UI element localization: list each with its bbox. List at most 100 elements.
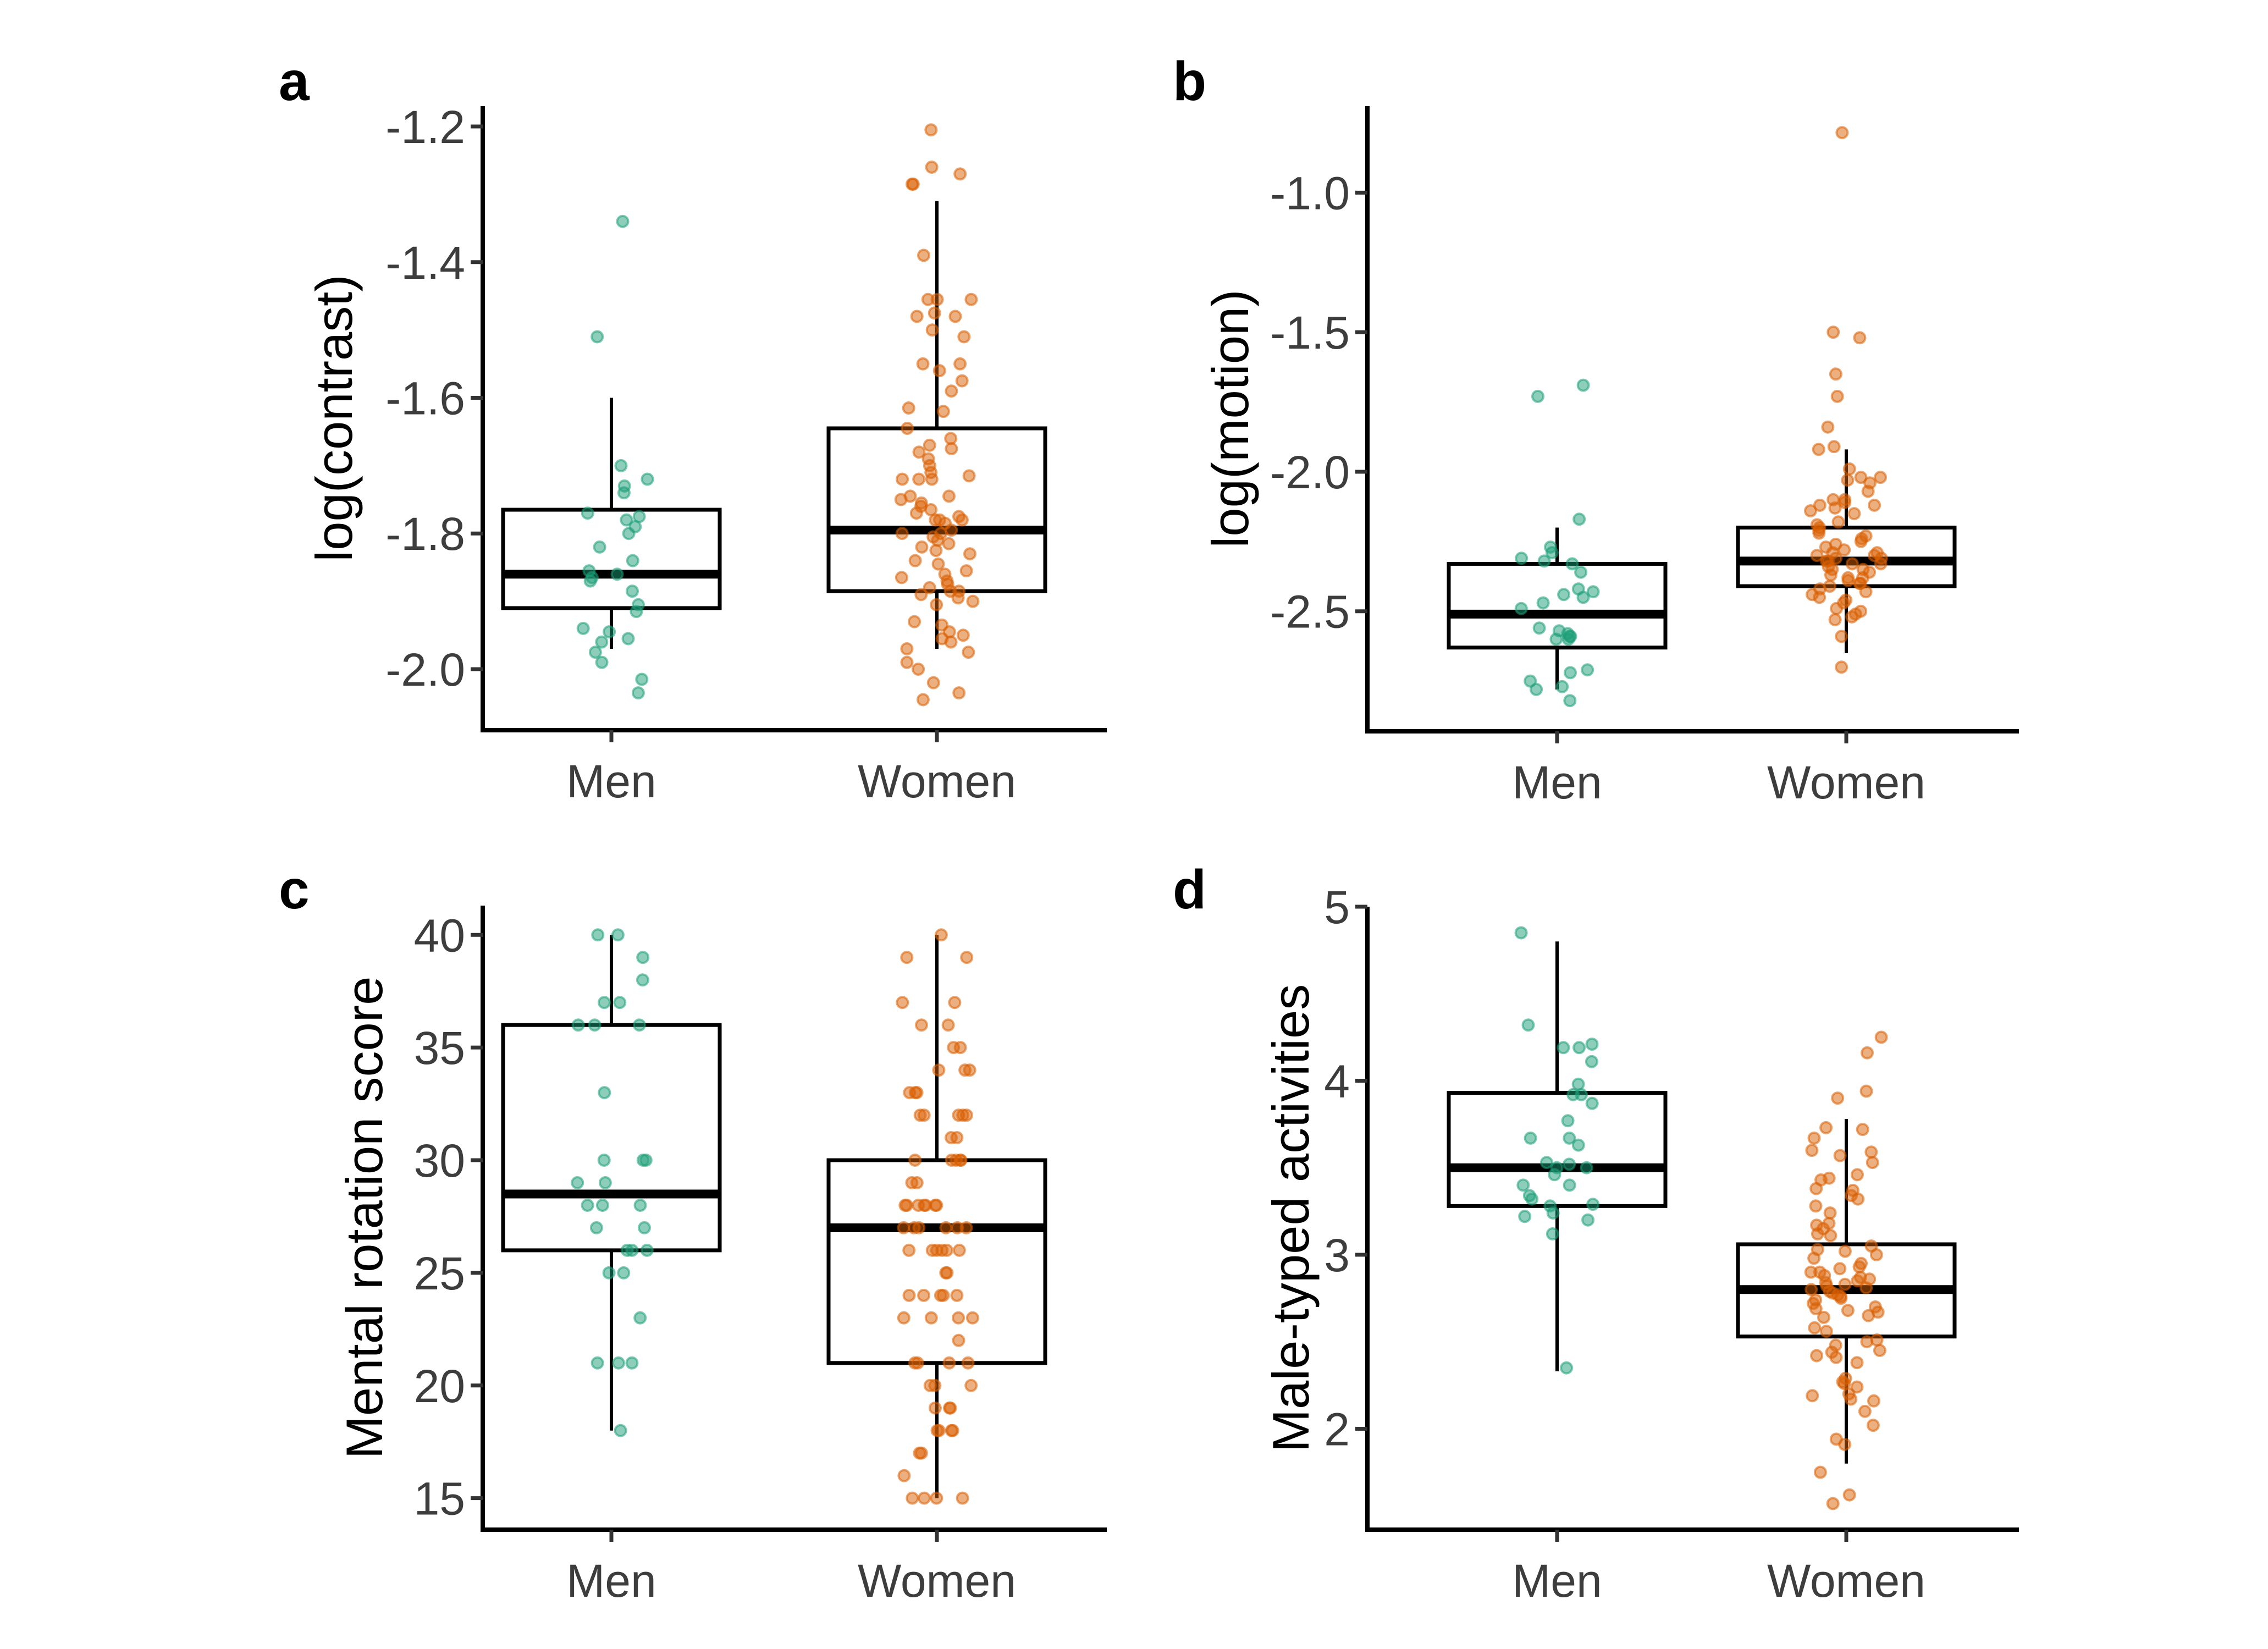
data-point <box>1572 512 1586 526</box>
data-point <box>932 1063 946 1077</box>
data-point <box>942 489 956 503</box>
data-point <box>617 1266 631 1280</box>
data-point <box>1561 632 1575 646</box>
data-point <box>1812 443 1825 456</box>
y-axis-title: Male-typed activities <box>1262 984 1320 1453</box>
data-point <box>951 591 965 605</box>
data-point <box>945 523 958 537</box>
data-point <box>622 527 636 541</box>
data-point <box>934 928 948 942</box>
y-tick-label: 5 <box>1324 881 1350 933</box>
data-point <box>1866 1419 1880 1432</box>
data-point <box>1557 1041 1570 1055</box>
data-point <box>1581 663 1594 677</box>
data-point <box>1530 682 1543 696</box>
data-point <box>1532 621 1546 635</box>
data-point <box>948 310 962 323</box>
data-point <box>1572 1041 1586 1055</box>
data-point <box>902 1288 916 1302</box>
data-point <box>1564 666 1577 680</box>
points-men <box>576 214 654 700</box>
data-point <box>591 928 605 942</box>
data-point <box>1546 1206 1560 1220</box>
data-point <box>621 632 635 646</box>
data-point <box>630 605 643 619</box>
data-point <box>1518 1210 1532 1223</box>
data-point <box>1850 1356 1864 1370</box>
data-point <box>602 1266 616 1280</box>
data-point <box>1575 1088 1588 1101</box>
data-point <box>631 686 645 700</box>
data-point <box>1807 1251 1821 1265</box>
data-point <box>581 506 594 520</box>
y-tick-label: -1.0 <box>1270 167 1350 219</box>
data-point <box>962 646 975 659</box>
data-point <box>588 646 602 659</box>
data-point <box>953 167 967 181</box>
data-point <box>955 374 969 388</box>
data-point <box>925 472 939 486</box>
data-point <box>915 540 929 554</box>
data-point <box>1826 1497 1840 1510</box>
data-point <box>635 672 649 686</box>
box-iqr <box>501 1023 722 1253</box>
data-point <box>930 598 943 611</box>
data-point <box>1864 1145 1878 1159</box>
panel-c: c Mental rotation score 40 35 30 25 20 15 Men Wom… <box>279 859 1107 1607</box>
data-point <box>914 588 928 602</box>
data-point <box>626 554 639 567</box>
data-point <box>947 1041 961 1055</box>
data-point <box>1841 1304 1855 1317</box>
x-tick-label: Men <box>566 1555 656 1607</box>
data-point <box>1514 926 1528 940</box>
y-tick-label: 20 <box>414 1360 465 1412</box>
data-point <box>930 1491 943 1505</box>
data-point <box>925 161 939 174</box>
data-point <box>952 1243 966 1257</box>
data-point <box>918 1491 931 1505</box>
data-point <box>588 1018 602 1032</box>
y-tick-label: -2.0 <box>1270 446 1350 498</box>
data-point <box>1851 1168 1864 1182</box>
data-point <box>909 506 923 520</box>
y-tick-label: 4 <box>1324 1055 1350 1107</box>
data-point <box>1833 1149 1847 1162</box>
data-point <box>1824 1229 1837 1243</box>
data-point <box>1525 1192 1539 1206</box>
x-tick-label: Men <box>1512 1555 1602 1607</box>
data-point <box>1536 596 1550 610</box>
data-point <box>1521 1018 1535 1032</box>
data-point <box>941 1018 955 1032</box>
data-point <box>1858 1404 1872 1418</box>
data-point <box>902 401 915 415</box>
box-men <box>1447 527 1668 690</box>
data-point <box>1555 680 1569 693</box>
data-point <box>633 1199 647 1212</box>
data-point <box>1833 1262 1847 1276</box>
data-point <box>1861 1046 1874 1060</box>
box-men <box>501 398 722 649</box>
data-point <box>1524 1131 1537 1145</box>
box-men <box>501 935 722 1431</box>
data-point <box>1831 515 1845 529</box>
data-point <box>1829 1350 1843 1364</box>
data-point <box>1838 1244 1852 1258</box>
data-point <box>948 996 962 1010</box>
data-point <box>906 1491 919 1505</box>
data-point <box>900 655 914 669</box>
x-tick-label: Women <box>858 755 1016 807</box>
data-point <box>614 459 628 472</box>
data-point <box>1838 1277 1852 1291</box>
data-point <box>1838 495 1852 509</box>
data-point <box>1859 585 1873 599</box>
data-point <box>611 928 625 942</box>
data-point <box>912 1221 926 1234</box>
data-point <box>1565 557 1579 571</box>
data-point <box>934 1288 947 1302</box>
y-tick-label: 40 <box>414 909 465 961</box>
data-point <box>1531 389 1544 403</box>
box-iqr <box>501 508 722 610</box>
data-point <box>895 571 908 584</box>
data-point <box>1835 126 1849 140</box>
